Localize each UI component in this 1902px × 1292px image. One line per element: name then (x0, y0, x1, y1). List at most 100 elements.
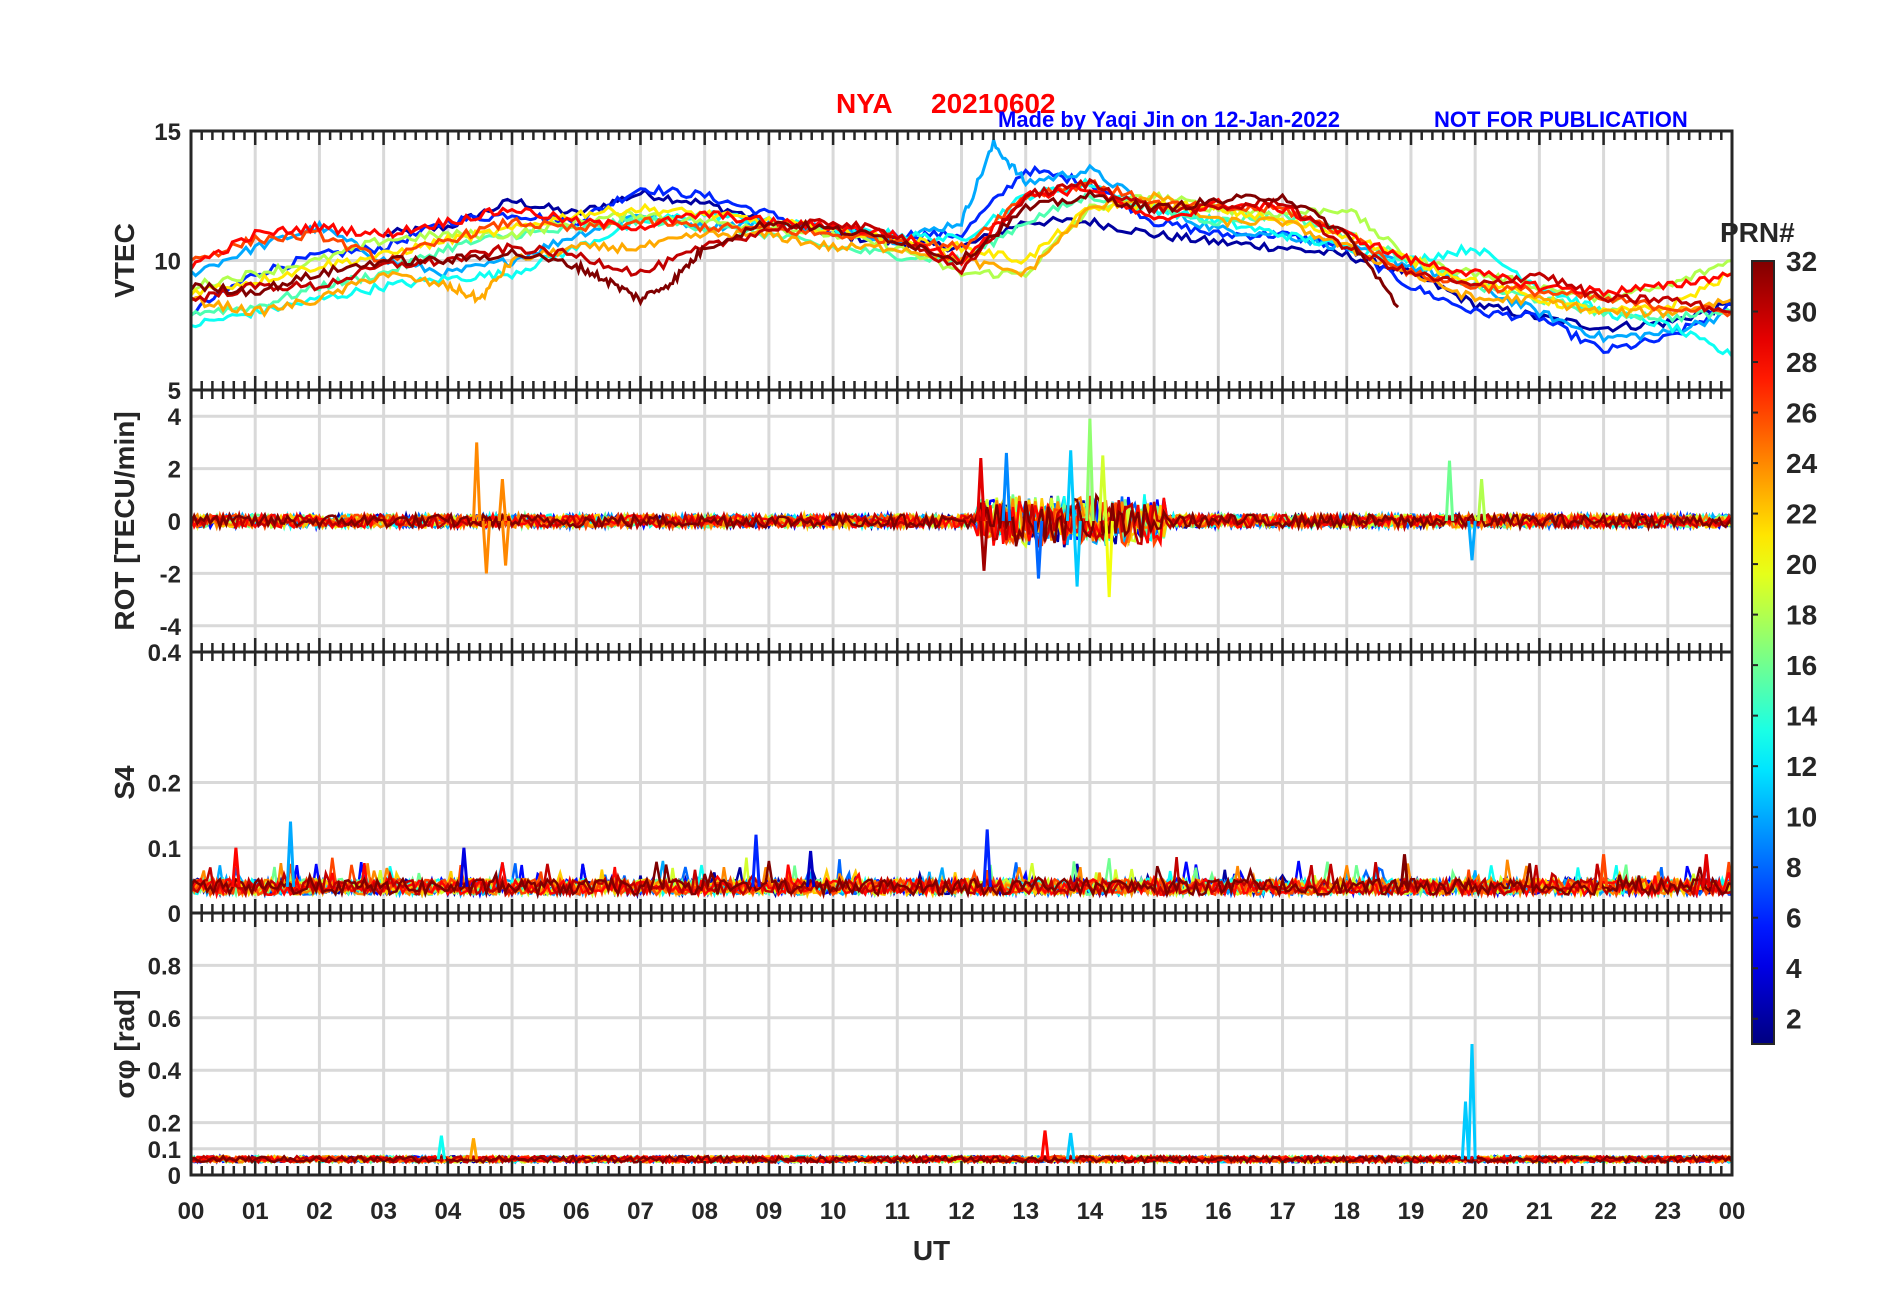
colorbar-tick-label: 20 (1786, 549, 1817, 580)
date-title: 20210602 (931, 88, 1056, 119)
sigma_phi-ytick-label: 0.2 (148, 1111, 181, 1138)
x-tick-label: 00 (1719, 1198, 1746, 1225)
rot-ytick-label: 5 (168, 378, 181, 405)
vtec-series-prn-26 (191, 179, 1732, 318)
s4-ytick-label: 0.2 (148, 771, 181, 798)
colorbar-tick-label: 18 (1786, 600, 1817, 631)
colorbar-title: PRN# (1720, 217, 1795, 248)
colorbar-tick-label: 2 (1786, 1004, 1802, 1035)
sigma_phi-spike (436, 1135, 447, 1160)
s4-ytick-label: 0 (168, 901, 181, 928)
sigma_phi-spike (1040, 1130, 1050, 1160)
colorbar-tick-label: 4 (1786, 953, 1802, 984)
x-tick-label: 20 (1462, 1198, 1489, 1225)
vtec-panel: 10 15 VTEC (109, 119, 1734, 392)
x-tick-label: 06 (563, 1198, 590, 1225)
x-tick-label: 17 (1269, 1198, 1296, 1225)
s4-spike (1598, 854, 1609, 888)
x-tick-label: 18 (1333, 1198, 1360, 1225)
sigma_phi-spike (1467, 1043, 1477, 1160)
x-tick-label: 02 (306, 1198, 333, 1225)
x-tick-label: 23 (1654, 1198, 1681, 1225)
rot-spike (1476, 478, 1487, 522)
rot-spike (500, 520, 511, 566)
rot-ytick-label: 2 (168, 457, 181, 484)
sigma_phi-spike (1065, 1132, 1076, 1160)
sigma_phi-spike (1460, 1101, 1471, 1160)
rot-spike (1085, 418, 1095, 522)
x-axis: 00 01 02 03 04 05 06 07 08 09 10 11 12 13 14 15 16 17 18 19… (178, 1198, 1746, 1266)
rot-spike (979, 520, 989, 571)
rot-spike (497, 478, 508, 522)
rot-xticks (189, 390, 1734, 652)
rot-spike (472, 442, 482, 522)
s4-ytick-label: 0.1 (148, 836, 181, 863)
x-tick-label: 22 (1590, 1198, 1617, 1225)
not-for-publication-note: NOT FOR PUBLICATION (1434, 107, 1688, 132)
s4-series-group (191, 821, 1732, 900)
rot-spike (481, 520, 492, 574)
s4-spike (231, 847, 241, 888)
rot-spike (1001, 452, 1012, 522)
s4-spike (285, 821, 296, 887)
x-tick-label: 07 (627, 1198, 654, 1225)
rot-ytick-label: 0 (168, 509, 181, 536)
made-by-note: Made by Yaqi Jin on 12-Jan-2022 (998, 107, 1340, 132)
x-tick-label: 13 (1012, 1198, 1039, 1225)
x-tick-label: 21 (1526, 1198, 1553, 1225)
x-tick-label: 00 (178, 1198, 205, 1225)
s4-panel: 0 0.1 0.2 0.4 S4 (109, 640, 1734, 928)
colorbar-tick-label: 30 (1786, 297, 1817, 328)
x-tick-label: 19 (1398, 1198, 1425, 1225)
x-tick-label: 10 (820, 1198, 847, 1225)
rot-spike (1033, 520, 1044, 579)
sigma_phi-panel: 00.10.2 0.4 0.6 0.8 σφ [rad] (109, 911, 1734, 1190)
rot-spike (1098, 455, 1108, 522)
vtec-xticks (189, 131, 1734, 390)
s4-series-prn-28 (191, 862, 1732, 900)
colorbar-tick-label: 10 (1786, 802, 1817, 833)
colorbar-tick-label: 12 (1786, 751, 1817, 782)
rot-spike (1444, 460, 1455, 522)
rot-ylabel: ROT [TECU/min] (109, 411, 140, 630)
x-tick-label: 09 (756, 1198, 783, 1225)
s4-xticks (189, 652, 1734, 913)
colorbar-tick-label: 22 (1786, 499, 1817, 530)
rot-series-group (191, 418, 1732, 598)
sigma_phi-ytick-label: 0.8 (148, 953, 181, 980)
vtec-ytick-label: 10 (154, 249, 181, 276)
x-tick-label: 03 (370, 1198, 397, 1225)
vtec-ytick-label: 15 (154, 119, 181, 146)
x-tick-label: 12 (948, 1198, 975, 1225)
s4-ylabel: S4 (109, 765, 140, 800)
s4-ytick-label: 0.4 (148, 640, 182, 667)
x-axis-label: UT (913, 1235, 950, 1266)
sigma_phi-xticks (189, 913, 1734, 1175)
vtec-series-group (191, 139, 1732, 358)
colorbar-tick-label: 6 (1786, 903, 1802, 934)
sigma_phi-spike (468, 1138, 479, 1160)
s4-series-prn-32 (191, 860, 1732, 900)
rot-spike (1467, 520, 1477, 561)
x-tick-label: 14 (1077, 1198, 1104, 1225)
rot-panel: -4 -2 0 2 45 ROT [TECU/min] (109, 378, 1734, 654)
x-tick-label: 05 (499, 1198, 526, 1225)
x-tick-label: 08 (691, 1198, 718, 1225)
s4-spike (751, 834, 761, 887)
colorbar-tick-label: 28 (1786, 347, 1817, 378)
rot-spike (1104, 520, 1114, 598)
colorbar-tick-label: 26 (1786, 398, 1817, 429)
sigma_phi-ylabel: σφ [rad] (109, 989, 140, 1098)
s4-spike (1399, 854, 1410, 888)
x-tick-label: 04 (434, 1198, 461, 1225)
vtec-ylabel: VTEC (109, 223, 140, 298)
vtec-series-prn-13 (191, 177, 1732, 358)
sigma_phi-ytick-label: 0.6 (148, 1006, 181, 1033)
x-tick-label: 16 (1205, 1198, 1232, 1225)
x-tick-label: 01 (242, 1198, 269, 1225)
s4-spike (1701, 854, 1711, 888)
sigma_phi-ytick-label: 0 (168, 1163, 181, 1190)
vtec-series-prn-18 (191, 190, 1732, 304)
